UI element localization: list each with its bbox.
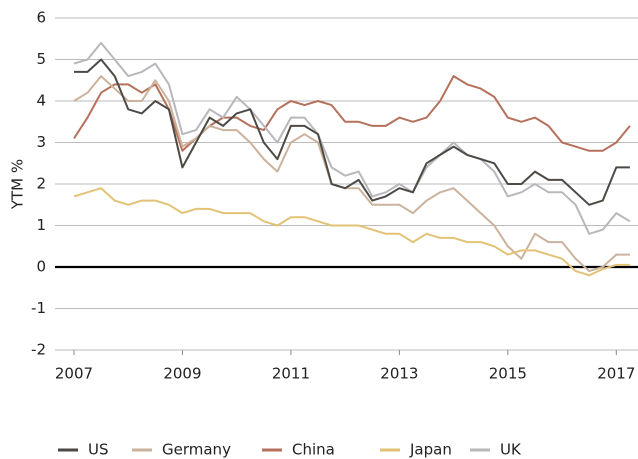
line-series bbox=[73, 75, 630, 273]
legend-label: UK bbox=[500, 441, 522, 459]
y-tick-label: -2 bbox=[31, 341, 46, 359]
y-tick-label: -1 bbox=[31, 299, 46, 317]
x-tick-label: 2013 bbox=[380, 365, 418, 383]
x-tick-label: 2011 bbox=[272, 365, 310, 383]
legend-label: Japan bbox=[409, 441, 452, 459]
y-tick-label: 3 bbox=[36, 133, 46, 151]
y-tick-label: 5 bbox=[36, 50, 46, 68]
legend-label: US bbox=[88, 441, 109, 459]
line-series bbox=[73, 41, 631, 235]
line-series bbox=[73, 187, 630, 277]
y-tick-label: 4 bbox=[36, 92, 46, 110]
legend-label: China bbox=[292, 441, 335, 459]
x-tick-label: 2017 bbox=[597, 365, 635, 383]
x-tick-label: 2007 bbox=[55, 365, 93, 383]
line-series bbox=[73, 75, 631, 152]
x-tick-label: 2009 bbox=[163, 365, 201, 383]
legend-label: Germany bbox=[162, 441, 231, 459]
y-axis-label: YTM % bbox=[9, 159, 27, 210]
y-tick-label: 6 bbox=[36, 9, 46, 27]
y-tick-label: 1 bbox=[36, 216, 46, 234]
line-series bbox=[74, 58, 630, 206]
y-tick-label: 2 bbox=[36, 175, 46, 193]
y-tick-label: 0 bbox=[36, 258, 46, 276]
x-tick-label: 2015 bbox=[489, 365, 527, 383]
